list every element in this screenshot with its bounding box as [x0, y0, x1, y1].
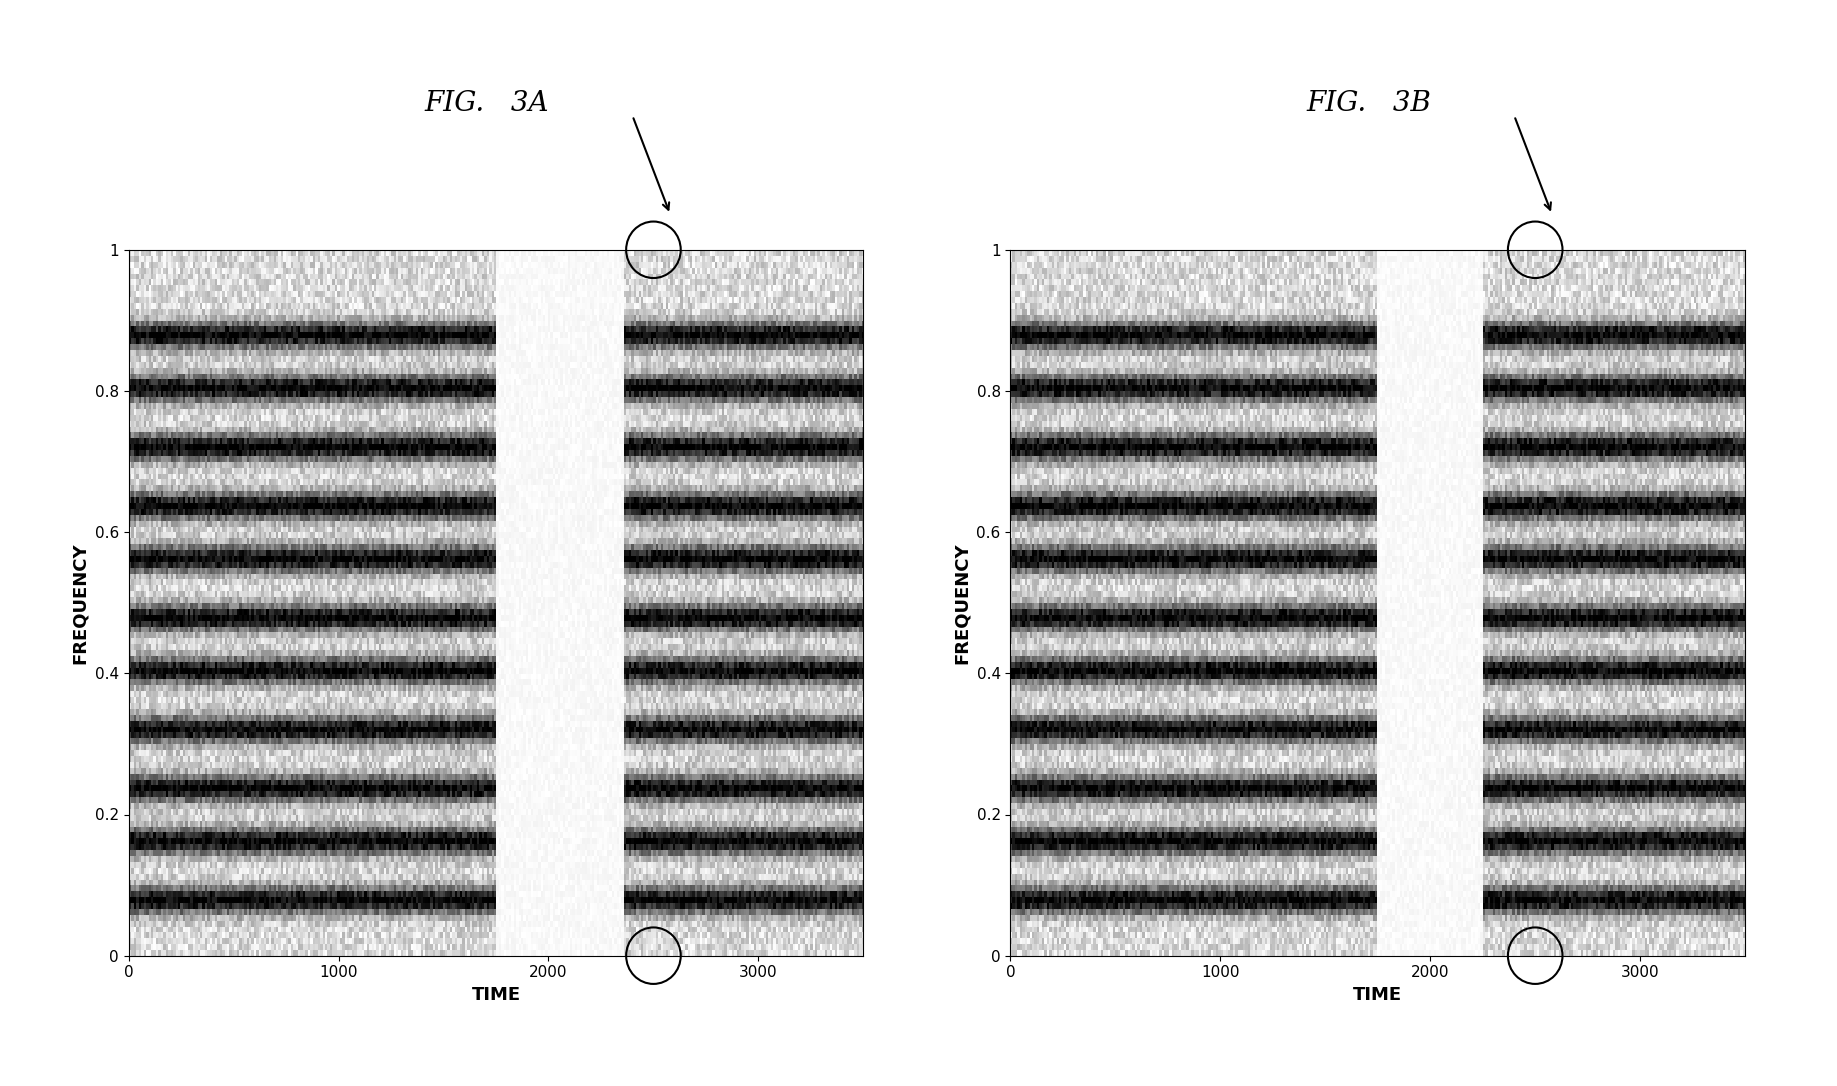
Text: FIG.   3B: FIG. 3B	[1306, 90, 1431, 116]
Text: FIG.   3A: FIG. 3A	[424, 90, 549, 116]
Y-axis label: FREQUENCY: FREQUENCY	[72, 542, 88, 664]
Y-axis label: FREQUENCY: FREQUENCY	[953, 542, 970, 664]
X-axis label: TIME: TIME	[1354, 986, 1402, 1003]
X-axis label: TIME: TIME	[472, 986, 520, 1003]
